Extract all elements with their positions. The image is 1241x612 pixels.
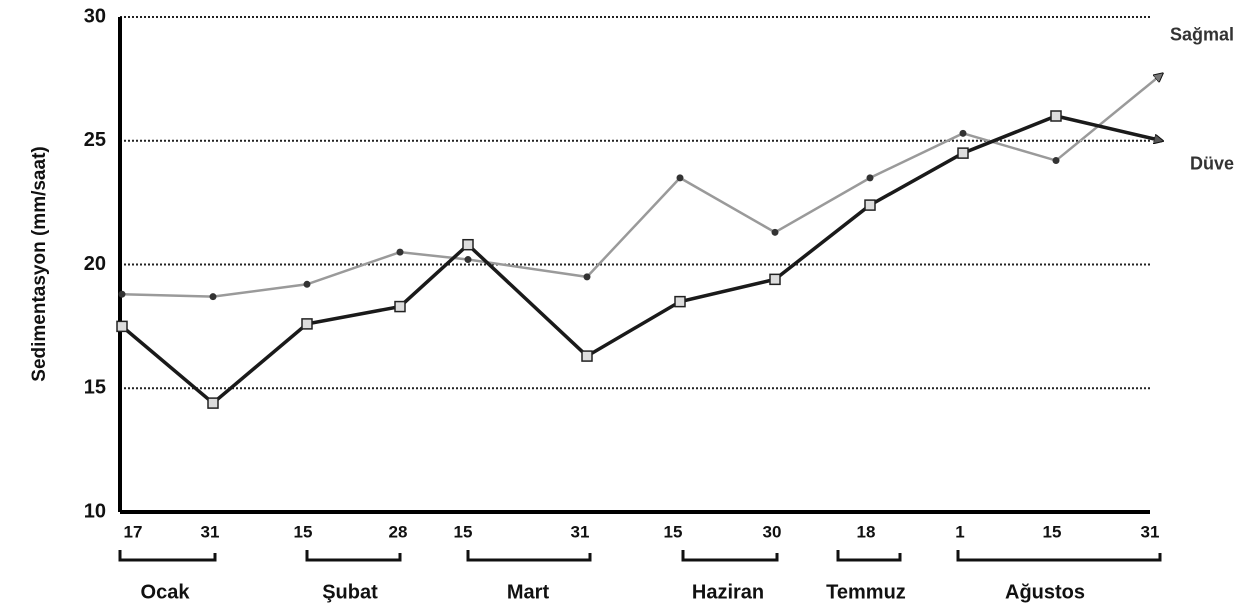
series-name: Sağmal (1170, 25, 1234, 45)
point (676, 174, 684, 182)
y-tick-label: 20 (84, 253, 106, 275)
point (1050, 110, 1062, 122)
point (1052, 157, 1060, 165)
x-tick-label: 18 (857, 522, 876, 541)
month-bracket (118, 550, 217, 562)
point (959, 129, 967, 137)
x-tick-label: 31 (571, 522, 590, 541)
month-label: Ağustos (1005, 581, 1085, 603)
point (769, 273, 781, 286)
point (396, 248, 404, 256)
x-tick-label: 28 (389, 522, 408, 541)
point (464, 256, 472, 264)
x-tick-label: 31 (201, 522, 220, 541)
x-tick-label: 17 (124, 522, 143, 541)
x-tick-label: 15 (454, 522, 473, 541)
x-tick-label: 15 (294, 522, 313, 541)
month-label: Temmuz (826, 581, 906, 603)
point (957, 147, 969, 159)
month-bracket (836, 550, 902, 562)
point (462, 238, 474, 251)
y-tick-label: 25 (84, 129, 106, 151)
month-bracket (466, 550, 592, 562)
month-bracket (681, 550, 779, 562)
month-label: Mart (507, 581, 550, 603)
point (583, 273, 591, 281)
point (394, 300, 406, 313)
y-axis-label: Sedimentasyon (mm/saat) (29, 146, 50, 381)
month-label: Şubat (322, 581, 378, 603)
point (118, 290, 126, 298)
point (209, 293, 217, 301)
point (674, 295, 686, 308)
point (866, 174, 874, 182)
month-label: Ocak (141, 581, 191, 603)
point (116, 320, 128, 333)
x-tick-label: 31 (1141, 522, 1160, 541)
x-tick-label: 15 (664, 522, 683, 541)
point (771, 228, 779, 236)
y-tick-label: 15 (84, 377, 106, 399)
x-tick-label: 15 (1043, 522, 1062, 541)
point (207, 397, 219, 409)
point (303, 280, 311, 288)
month-bracket (956, 550, 1162, 562)
series-line (121, 74, 1162, 298)
point (581, 350, 593, 362)
month-bracket (305, 550, 402, 562)
month-label: Haziran (692, 581, 764, 603)
series-line (120, 114, 1162, 406)
x-tick-label: 1 (955, 522, 964, 541)
point (864, 199, 876, 211)
series-name: Düve (1190, 154, 1234, 174)
point (301, 318, 313, 330)
y-tick-label: 10 (84, 500, 106, 522)
y-tick-label: 30 (84, 5, 106, 27)
x-tick-label: 30 (763, 522, 782, 541)
